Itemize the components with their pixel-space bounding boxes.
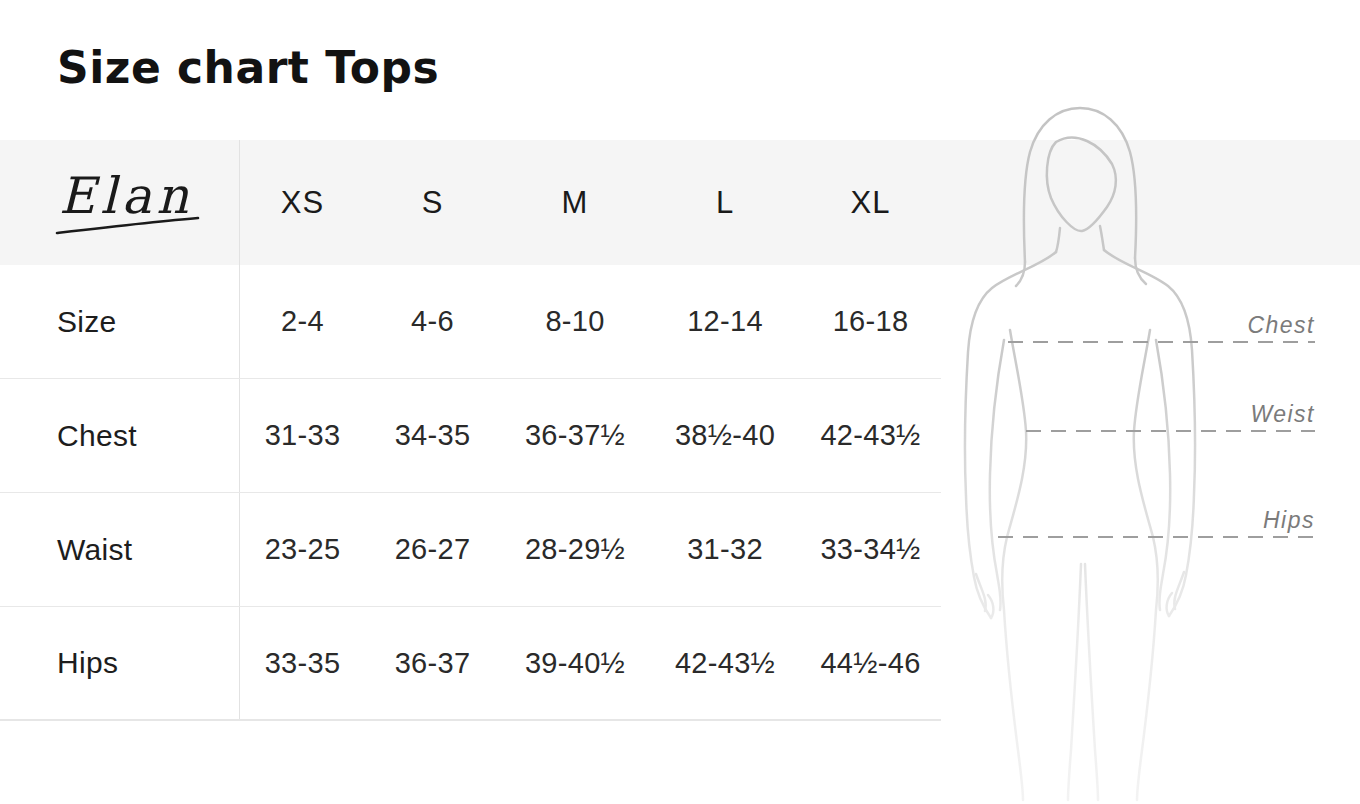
chest-value-xs: 31-33 (240, 419, 365, 452)
chest-value-xl: 42-43½ (800, 419, 941, 452)
table-row-size: Size 2-4 4-6 8-10 12-14 16-18 (0, 265, 941, 379)
hips-value-xs: 33-35 (240, 647, 365, 680)
waist-value-xl: 33-34½ (800, 533, 941, 566)
size-value-xl: 16-18 (800, 305, 941, 338)
body-figure-illustration: Chest Weist Hips (940, 100, 1360, 804)
size-value-l: 12-14 (650, 305, 800, 338)
size-value-xs: 2-4 (240, 305, 365, 338)
size-column-header-s: S (365, 185, 500, 221)
brand-logo: Elan (55, 161, 215, 245)
row-label-chest: Chest (0, 419, 240, 453)
chest-value-m: 36-37½ (500, 419, 650, 452)
hips-value-m: 39-40½ (500, 647, 650, 680)
chest-measure-label: Chest (1247, 312, 1315, 338)
brand-logo-cell: Elan (0, 161, 240, 245)
row-label-hips: Hips (0, 646, 240, 680)
chest-value-l: 38½-40 (650, 419, 800, 452)
waist-measure-label: Weist (1250, 401, 1315, 427)
row-label-waist: Waist (0, 533, 240, 567)
table-row-hips: Hips 33-35 36-37 39-40½ 42-43½ 44½-46 (0, 607, 941, 721)
hips-value-s: 36-37 (365, 647, 500, 680)
size-table-header-row: Elan XS S M L XL (0, 140, 941, 265)
chest-value-s: 34-35 (365, 419, 500, 452)
size-column-header-m: M (500, 185, 650, 221)
waist-value-m: 28-29½ (500, 533, 650, 566)
size-column-header-l: L (650, 185, 800, 221)
size-value-s: 4-6 (365, 305, 500, 338)
hips-value-l: 42-43½ (650, 647, 800, 680)
waist-value-s: 26-27 (365, 533, 500, 566)
waist-value-l: 31-32 (650, 533, 800, 566)
woman-silhouette (965, 108, 1195, 800)
size-value-m: 8-10 (500, 305, 650, 338)
hips-value-xl: 44½-46 (800, 647, 941, 680)
row-label-size: Size (0, 305, 240, 339)
size-column-header-xs: XS (240, 185, 365, 221)
page-title: Size chart Tops (57, 42, 439, 93)
waist-value-xs: 23-25 (240, 533, 365, 566)
table-row-chest: Chest 31-33 34-35 36-37½ 38½-40 42-43½ (0, 379, 941, 493)
size-table: Elan XS S M L XL Size 2-4 4-6 8-10 12-14… (0, 140, 941, 721)
brand-logo-text: Elan (59, 167, 194, 225)
size-column-header-xl: XL (800, 185, 941, 221)
table-row-waist: Waist 23-25 26-27 28-29½ 31-32 33-34½ (0, 493, 941, 607)
hips-measure-label: Hips (1263, 507, 1315, 533)
